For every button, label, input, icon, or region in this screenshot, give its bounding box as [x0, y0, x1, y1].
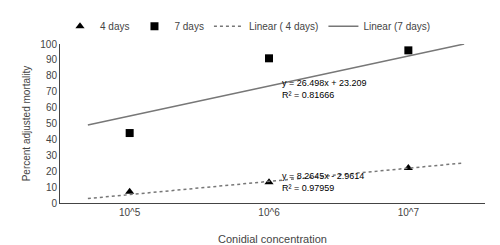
svg-text:100: 100	[40, 39, 57, 50]
svg-text:Linear (7 days): Linear (7 days)	[363, 21, 430, 32]
svg-text:70: 70	[46, 86, 58, 97]
svg-text:y = 26.498x + 23.209R² = 0.816: y = 26.498x + 23.209R² = 0.81666	[282, 78, 367, 100]
svg-text:30: 30	[46, 150, 58, 161]
svg-text:0: 0	[51, 198, 57, 209]
svg-text:80: 80	[46, 70, 58, 81]
svg-text:Percent adjusted mortality: Percent adjusted mortality	[21, 66, 32, 182]
svg-text:10: 10	[46, 182, 58, 193]
svg-text:10^6: 10^6	[258, 207, 280, 218]
svg-text:50: 50	[46, 118, 58, 129]
svg-text:90: 90	[46, 54, 58, 65]
svg-text:20: 20	[46, 166, 58, 177]
svg-text:Linear ( 4 days): Linear ( 4 days)	[249, 21, 318, 32]
svg-text:7 days: 7 days	[174, 21, 203, 32]
svg-text:10^5: 10^5	[119, 207, 141, 218]
svg-text:40: 40	[46, 134, 58, 145]
svg-text:10^7: 10^7	[398, 207, 420, 218]
svg-text:4 days: 4 days	[100, 21, 129, 32]
svg-text:y = 8.2645x - 2.9614R² = 0.979: y = 8.2645x - 2.9614R² = 0.97959	[282, 171, 364, 193]
svg-text:60: 60	[46, 102, 58, 113]
svg-text:Conidial concentration: Conidial concentration	[218, 233, 327, 245]
